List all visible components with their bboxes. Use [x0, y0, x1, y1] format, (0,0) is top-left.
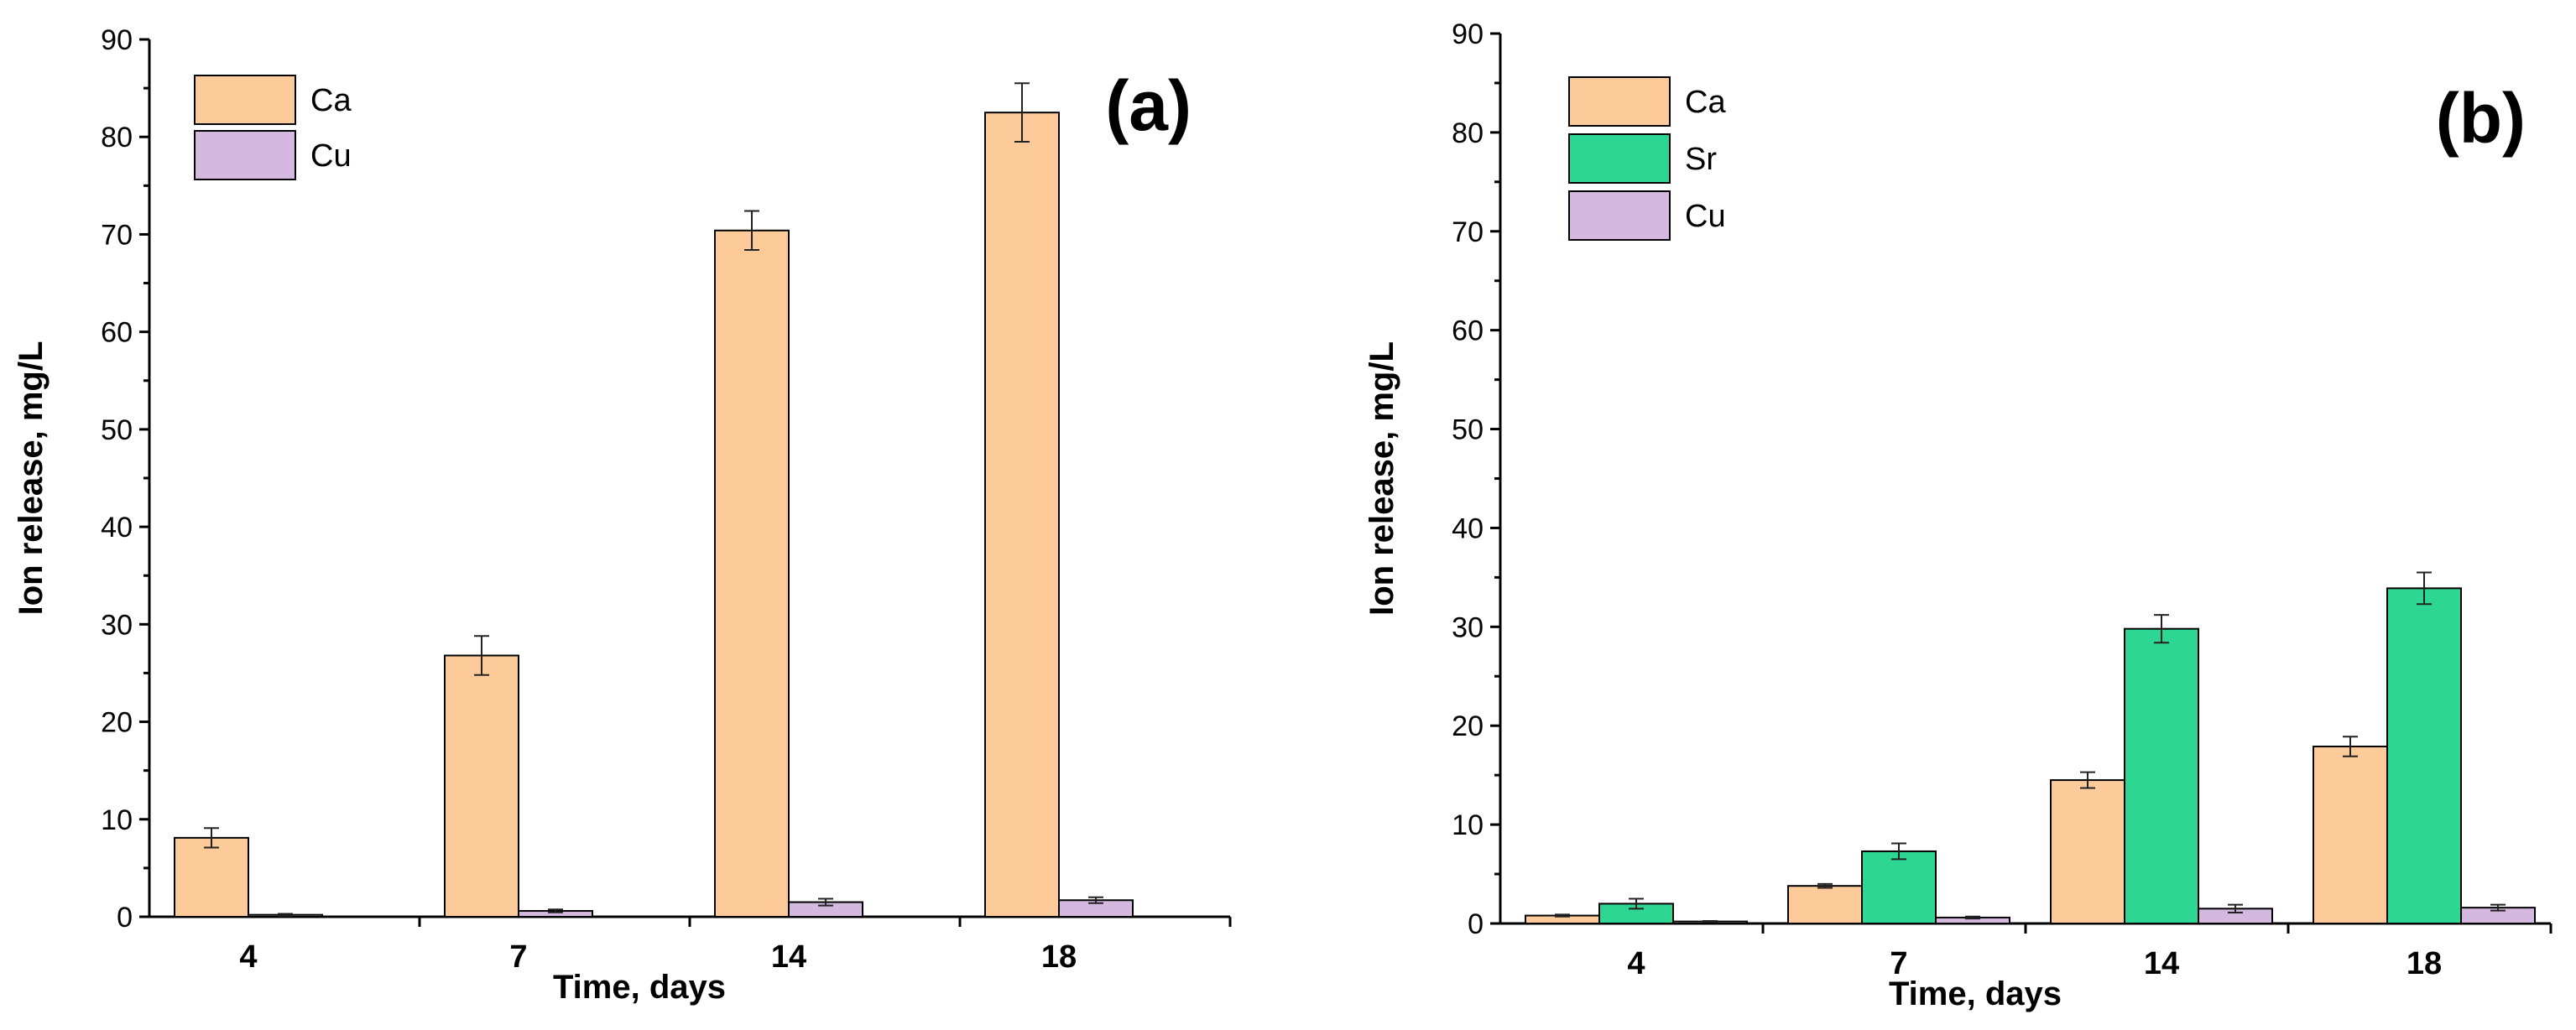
legend-swatch-ca — [1568, 76, 1671, 127]
y-tick-label: 30 — [1452, 611, 1484, 643]
y-tick-label: 70 — [101, 219, 133, 251]
bar-ca-18 — [984, 112, 1060, 918]
y-tick-label: 40 — [101, 512, 133, 544]
y-axis-title: Ion release, mg/L — [13, 341, 50, 616]
x-axis-title: Time, days — [1889, 975, 2062, 1012]
y-tick-label: 40 — [1452, 512, 1484, 544]
legend-swatch-sr — [1568, 133, 1671, 184]
bar-ca-18 — [2313, 745, 2388, 924]
panel-label: (b) — [2436, 79, 2526, 158]
y-tick-label: 50 — [1452, 414, 1484, 446]
legend-swatch-cu — [1568, 190, 1671, 241]
legend-swatch-cu — [194, 130, 296, 180]
y-tick-label: 10 — [101, 804, 133, 836]
y-tick-label: 30 — [101, 609, 133, 641]
y-tick-label: 90 — [101, 24, 133, 56]
y-tick-label: 0 — [117, 902, 133, 934]
y-tick-label: 50 — [101, 414, 133, 446]
x-tick-label: 14 — [2144, 946, 2179, 981]
x-tick-label: 4 — [1627, 946, 1645, 981]
legend-label-cu: Cu — [1685, 199, 1726, 234]
bar-ca-4 — [174, 836, 249, 918]
y-tick-label: 20 — [101, 707, 133, 739]
x-axis-title: Time, days — [553, 969, 726, 1006]
legend-swatch-ca — [194, 75, 296, 125]
bar-ca-7 — [1787, 885, 1863, 925]
chart-panel-a: 0 10 20 30 40 50 60 70 80 90 4 7 14 18 Ca Cu (a) Time, da… — [13, 24, 1232, 1006]
y-tick-label: 70 — [1452, 216, 1484, 248]
chart-panel-b: 0 10 20 30 40 50 60 70 80 90 4 7 14 18 Ca Sr Cu (b) Time, … — [1364, 18, 2553, 1012]
bar-ca-14 — [714, 229, 790, 918]
panel-label: (a) — [1105, 66, 1192, 145]
x-tick-label: 18 — [1041, 939, 1077, 975]
legend-label-ca: Ca — [310, 83, 352, 118]
y-tick-label: 80 — [1452, 117, 1484, 149]
y-axis-title: Ion release, mg/L — [1364, 341, 1400, 616]
legend-label-sr: Sr — [1685, 142, 1717, 177]
x-tick-label: 18 — [2407, 946, 2442, 981]
y-tick-label: 60 — [1452, 315, 1484, 347]
x-tick-label: 4 — [239, 939, 257, 975]
legend-label-ca: Ca — [1685, 85, 1726, 120]
y-tick-label: 90 — [1452, 18, 1484, 50]
y-tick-label: 80 — [101, 122, 133, 153]
y-tick-label: 60 — [101, 317, 133, 349]
x-tick-label: 7 — [1890, 946, 1907, 981]
bar-ca-7 — [444, 654, 519, 918]
y-tick-label: 0 — [1468, 908, 1484, 940]
y-tick-label: 20 — [1452, 710, 1484, 742]
legend-label-cu: Cu — [310, 138, 352, 174]
bar-sr-14 — [2124, 627, 2199, 924]
x-tick-label: 14 — [771, 939, 806, 975]
bar-sr-18 — [2386, 587, 2462, 925]
y-tick-label: 10 — [1452, 809, 1484, 841]
bar-sr-7 — [1861, 850, 1937, 924]
bar-ca-14 — [2050, 779, 2125, 924]
x-tick-label: 7 — [509, 939, 527, 975]
